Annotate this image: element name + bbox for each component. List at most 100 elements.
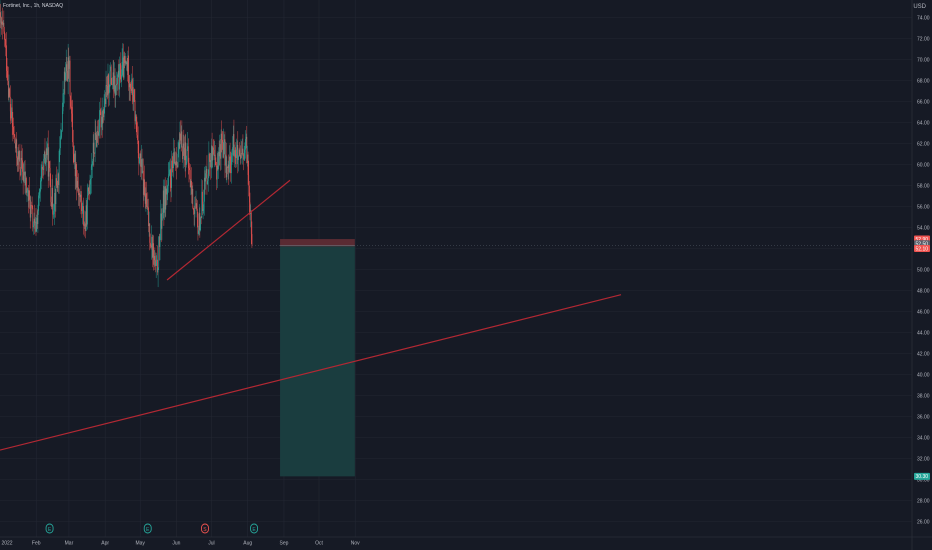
candle-body[interactable] [181,131,183,152]
candle-body[interactable] [76,181,78,188]
candle-body[interactable] [24,171,25,176]
candle-body[interactable] [177,153,179,167]
candle-body[interactable] [54,192,55,211]
currency-label[interactable]: USD [913,4,926,10]
candle-body[interactable] [145,193,147,204]
candle-body[interactable] [227,164,229,168]
candle-body[interactable] [236,149,237,159]
candle-body[interactable] [90,166,92,179]
candle-body[interactable] [150,245,152,248]
candle-body[interactable] [70,96,72,107]
candle-body[interactable] [141,159,142,168]
candle-body[interactable] [63,71,65,94]
candle-body[interactable] [200,217,201,231]
trendline-rising-support[interactable] [166,179,291,281]
candle-body[interactable] [151,236,153,258]
candle-body[interactable] [209,160,211,162]
candle-body[interactable] [93,142,95,154]
candle-body[interactable] [3,22,5,32]
candle-body[interactable] [199,212,201,231]
candle-body[interactable] [94,153,95,154]
trendlines[interactable] [0,179,622,451]
candle-body[interactable] [162,190,164,214]
candle-body[interactable] [155,261,157,266]
candle-body[interactable] [110,66,111,72]
candle-body[interactable] [246,136,248,164]
candle-body[interactable] [238,149,240,157]
candle-body[interactable] [182,143,184,160]
take-profit-zone[interactable] [280,245,355,477]
candle-body[interactable] [124,55,126,64]
candle-body[interactable] [186,161,187,165]
candle-body[interactable] [71,107,73,114]
candle-body[interactable] [132,95,134,102]
candle-body[interactable] [167,185,169,189]
candle-body[interactable] [211,145,213,161]
candle-body[interactable] [119,64,121,66]
candlesticks[interactable] [0,0,253,288]
candle-body[interactable] [177,165,178,167]
candle-body[interactable] [56,178,57,186]
candle-body[interactable] [180,133,181,141]
candle-body[interactable] [189,170,191,188]
candle-body[interactable] [106,85,108,96]
candle-body[interactable] [215,161,217,166]
candle-body[interactable] [214,154,216,157]
event-marker-earnings[interactable] [45,523,54,534]
candle-body[interactable] [62,93,64,112]
candle-body[interactable] [171,160,172,188]
candle-body[interactable] [168,174,170,176]
candle-body[interactable] [201,191,203,218]
candle-body[interactable] [98,132,100,136]
candle-body[interactable] [72,113,73,143]
candle-body[interactable] [36,217,37,232]
candle-body[interactable] [9,88,10,97]
candle-body[interactable] [216,165,217,180]
candle-body[interactable] [191,180,192,195]
candle-body[interactable] [213,149,215,157]
candle-body[interactable] [122,57,124,62]
candle-body[interactable] [166,188,168,195]
candle-body[interactable] [191,189,193,195]
candle-body[interactable] [58,150,60,186]
candle-body[interactable] [15,139,17,149]
candle-body[interactable] [80,194,82,204]
candle-body[interactable] [95,133,97,135]
candle-body[interactable] [47,143,49,177]
candle-body[interactable] [190,180,192,188]
candle-body[interactable] [92,142,94,162]
candle-body[interactable] [196,208,198,214]
candle-body[interactable] [156,259,158,262]
candle-body[interactable] [118,70,120,90]
candle-body[interactable] [232,147,233,151]
candle-body[interactable] [2,22,4,25]
candle-body[interactable] [135,114,137,123]
candle-body[interactable] [48,161,50,177]
candle-body[interactable] [126,62,127,65]
candle-body[interactable] [247,154,248,164]
candle-body[interactable] [164,186,166,210]
candle-body[interactable] [9,96,11,112]
candle-body[interactable] [144,179,145,196]
candle-body[interactable] [24,171,26,186]
candle-body[interactable] [18,151,19,160]
candle-body[interactable] [198,212,200,231]
candle-body[interactable] [204,177,205,202]
event-marker-earnings[interactable] [143,523,152,534]
candle-body[interactable] [109,71,111,88]
candle-body[interactable] [198,230,199,234]
candle-body[interactable] [114,75,116,96]
candle-body[interactable] [7,77,9,82]
candle-body[interactable] [61,130,63,136]
candle-body[interactable] [45,148,47,158]
candle-body[interactable] [96,130,98,147]
candle-body[interactable] [162,213,163,214]
candle-body[interactable] [51,202,52,207]
candle-body[interactable] [230,160,232,174]
candle-body[interactable] [228,164,230,173]
candle-body[interactable] [13,126,14,135]
candle-body[interactable] [69,60,71,97]
event-marker-earnings[interactable] [250,523,259,534]
candle-body[interactable] [42,168,44,170]
candle-body[interactable] [32,207,34,228]
